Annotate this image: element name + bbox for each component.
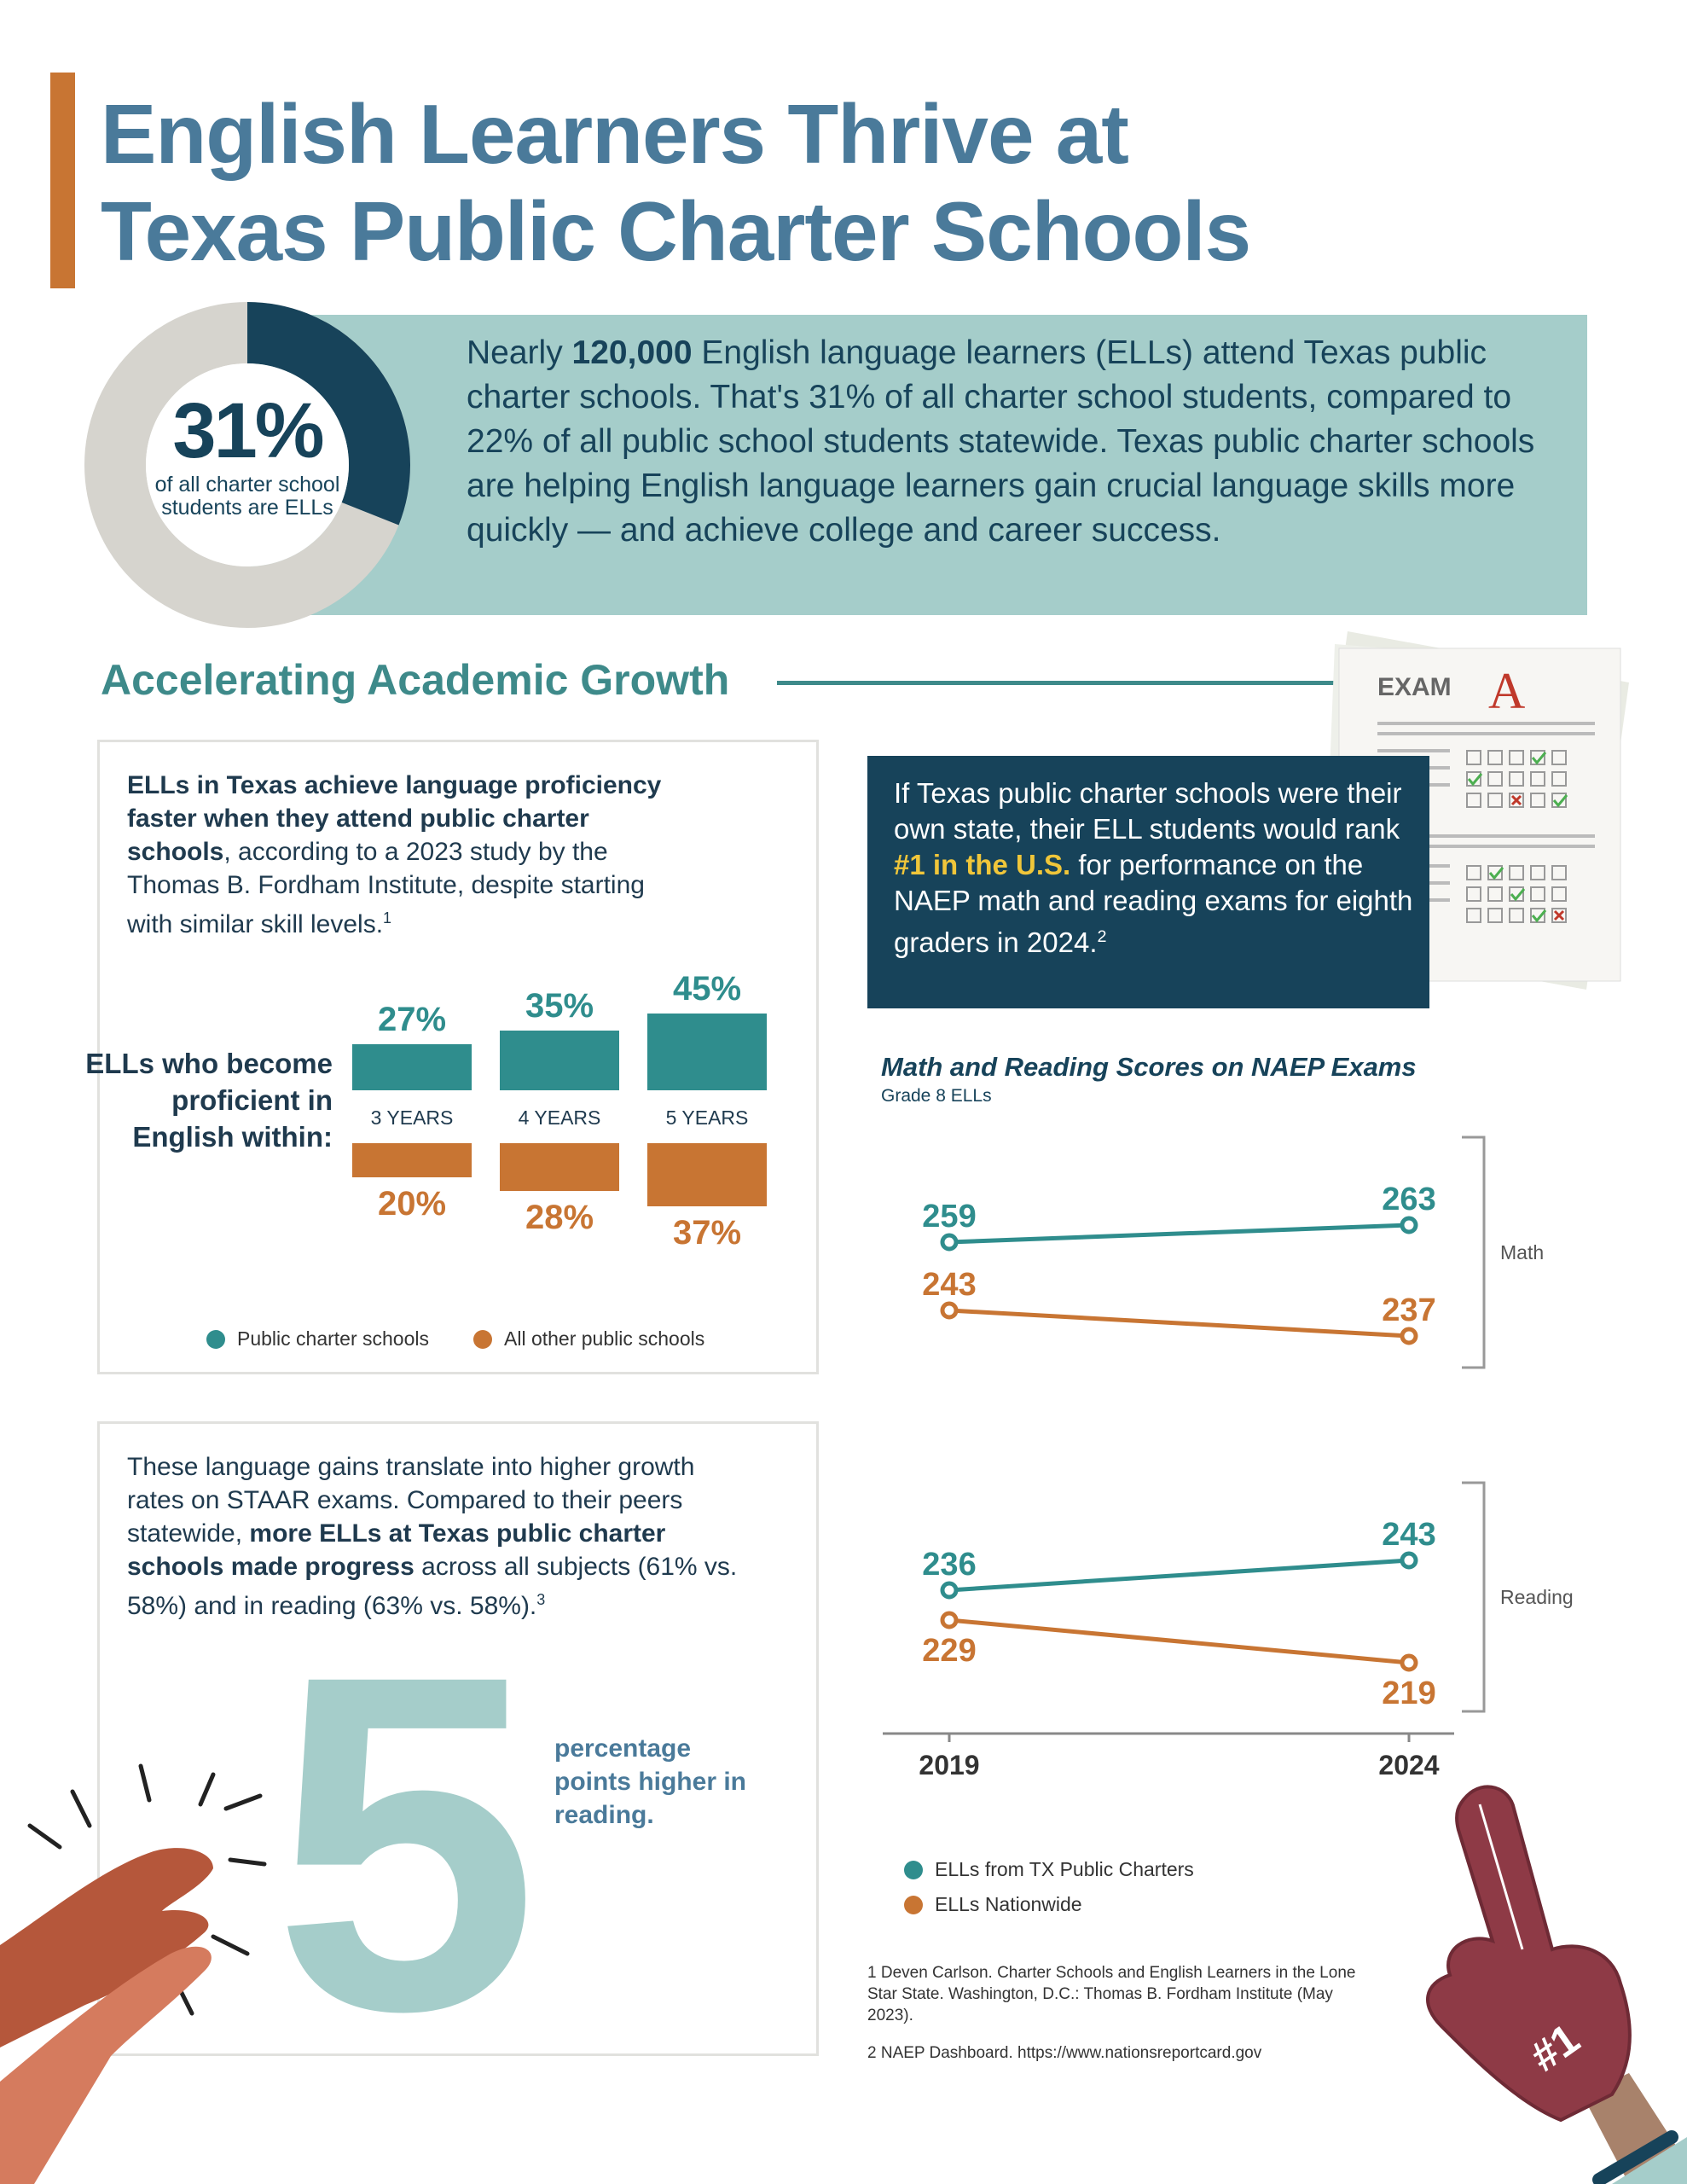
legend-label: ELLs from TX Public Charters: [935, 1858, 1194, 1880]
panel-bracket: [1462, 1481, 1486, 1713]
bar-value-other: 20%: [377, 1185, 447, 1223]
staar-growth-card: [97, 1421, 819, 2056]
footnote-ref: 2: [1097, 927, 1107, 946]
title-line-2: Texas Public Charter Schools: [101, 184, 1251, 278]
page-title: English Learners Thrive at Texas Public …: [101, 85, 1251, 280]
staar-description: These language gains translate into high…: [127, 1450, 758, 1623]
ranking-text: If Texas public charter schools were the…: [894, 775, 1414, 961]
proficiency-description: ELLs in Texas achieve language proficien…: [127, 769, 673, 941]
legend-dot: [904, 1860, 923, 1879]
intro-text: English language learners (ELLs) attend …: [467, 334, 1535, 549]
intro-number: 120,000: [571, 334, 693, 371]
data-point: [940, 1301, 959, 1320]
donut-label: 31% of all charter school students are E…: [145, 388, 350, 520]
data-label: 243: [922, 1267, 976, 1303]
data-point: [1400, 1216, 1418, 1234]
donut-segment: [84, 302, 410, 628]
data-point: [940, 1611, 959, 1629]
bar-value-charter: 27%: [377, 1001, 447, 1038]
bar-charter: [500, 1031, 619, 1090]
footnote-2: 2 NAEP Dashboard. https://www.nationsrep…: [867, 2042, 1379, 2064]
exam-grade: A: [1488, 663, 1525, 719]
legend-dot: [473, 1329, 492, 1349]
ranking-highlight: #1 in the U.S.: [894, 849, 1071, 880]
legend-dot: [206, 1329, 225, 1349]
data-label: 237: [1382, 1292, 1435, 1328]
staar-text: These language gains translate into high…: [127, 1453, 695, 1548]
data-label: 219: [1382, 1676, 1435, 1711]
foam-finger-illustration: #1: [1426, 1785, 1687, 2184]
bar-value-other: 28%: [525, 1199, 594, 1236]
section-title: Accelerating Academic Growth: [101, 656, 730, 704]
footnote-ref: 3: [536, 1591, 546, 1608]
bar-category-label: 5 YEARS: [665, 1107, 749, 1129]
footnote-1: 1 Deven Carlson. Charter Schools and Eng…: [867, 1964, 1356, 2024]
staar-text: across all subjects (61% vs. 58%) and in…: [127, 1553, 738, 1620]
bar-value-charter: 45%: [672, 970, 742, 1008]
proficiency-bold: ELLs in Texas achieve language proficien…: [127, 771, 662, 866]
data-point: [940, 1233, 959, 1252]
series-line: [948, 1558, 1410, 1593]
panel-label: Reading: [1500, 1586, 1574, 1608]
legend-label: All other public schools: [504, 1327, 705, 1350]
donut-percent: 31%: [172, 387, 324, 474]
bar-value-charter: 35%: [525, 987, 594, 1025]
clapping-hands-illustration: [0, 1763, 267, 2184]
data-label: 236: [922, 1547, 976, 1583]
ell-share-donut: [84, 302, 410, 628]
title-line-1: English Learners Thrive at: [101, 87, 1129, 181]
series-line: [948, 1223, 1410, 1245]
series-line: [948, 1308, 1410, 1339]
data-label: 229: [922, 1633, 976, 1669]
legend-label: ELLs Nationwide: [935, 1893, 1082, 1915]
bar-charter: [647, 1014, 767, 1090]
legend-item-nationwide: ELLs Nationwide: [904, 1893, 1082, 1916]
legend-item-charter: Public charter schools: [206, 1327, 429, 1350]
intro-paragraph: Nearly 120,000 English language learners…: [467, 331, 1567, 553]
data-point: [1400, 1653, 1418, 1672]
big-number: 5: [273, 1576, 539, 2110]
bar-value-other: 37%: [672, 1214, 742, 1252]
data-label: 259: [922, 1199, 976, 1234]
data-point: [1400, 1327, 1418, 1345]
big-number-caption: percentage points higher in reading.: [554, 1734, 746, 1829]
bar-other: [352, 1143, 472, 1177]
legend-dot: [904, 1895, 923, 1914]
x-tick-label: 2019: [919, 1750, 979, 1780]
data-point: [1400, 1551, 1418, 1570]
chart-subtitle: Grade 8 ELLs: [881, 1086, 992, 1106]
ranking-callout: [867, 756, 1429, 1008]
staar-bold: more ELLs at Texas public charter school…: [127, 1519, 666, 1581]
section-divider: [777, 681, 1357, 685]
bar-other: [647, 1143, 767, 1206]
legend-item-tx-charters: ELLs from TX Public Charters: [904, 1858, 1194, 1881]
data-label: 263: [1382, 1182, 1435, 1217]
title-accent-bar: [50, 73, 75, 288]
proficiency-text: , according to a 2023 study by the Thoma…: [127, 838, 645, 938]
legend-label: Public charter schools: [237, 1327, 429, 1350]
naep-line-chart: Math 259 263 243 237 Reading 236 243 229 219 2019 2…: [883, 1136, 1574, 1780]
bar-category-label: 3 YEARS: [370, 1107, 454, 1129]
data-point: [940, 1581, 959, 1600]
x-tick-label: 2024: [1378, 1750, 1439, 1780]
legend-item-other: All other public schools: [473, 1327, 704, 1350]
panel-bracket: [1462, 1136, 1486, 1369]
data-label: 243: [1382, 1517, 1435, 1553]
series-line: [948, 1618, 1410, 1665]
footnote-ref: 1: [383, 909, 392, 926]
bar-category-label: 4 YEARS: [518, 1107, 601, 1129]
chart-title: Math and Reading Scores on NAEP Exams: [881, 1052, 1417, 1082]
naep-link[interactable]: https://www.nationsreportcard.gov: [1017, 2044, 1262, 2062]
ranking-text-part: for performance on the NAEP math and rea…: [894, 849, 1413, 958]
ranking-text-part: If Texas public charter schools were the…: [894, 777, 1402, 845]
footnote-text: 2 NAEP Dashboard.: [867, 2044, 1018, 2062]
intro-banner: [251, 315, 1587, 615]
bar-charter: [352, 1044, 472, 1090]
bar-other: [500, 1143, 619, 1191]
intro-text: Nearly: [467, 334, 572, 371]
donut-caption: of all charter school students are ELLs: [154, 473, 340, 520]
exam-label: EXAM: [1377, 673, 1452, 701]
panel-label: Math: [1500, 1241, 1544, 1263]
bar-row-label: ELLs who become proficient in English wi…: [85, 1048, 333, 1153]
